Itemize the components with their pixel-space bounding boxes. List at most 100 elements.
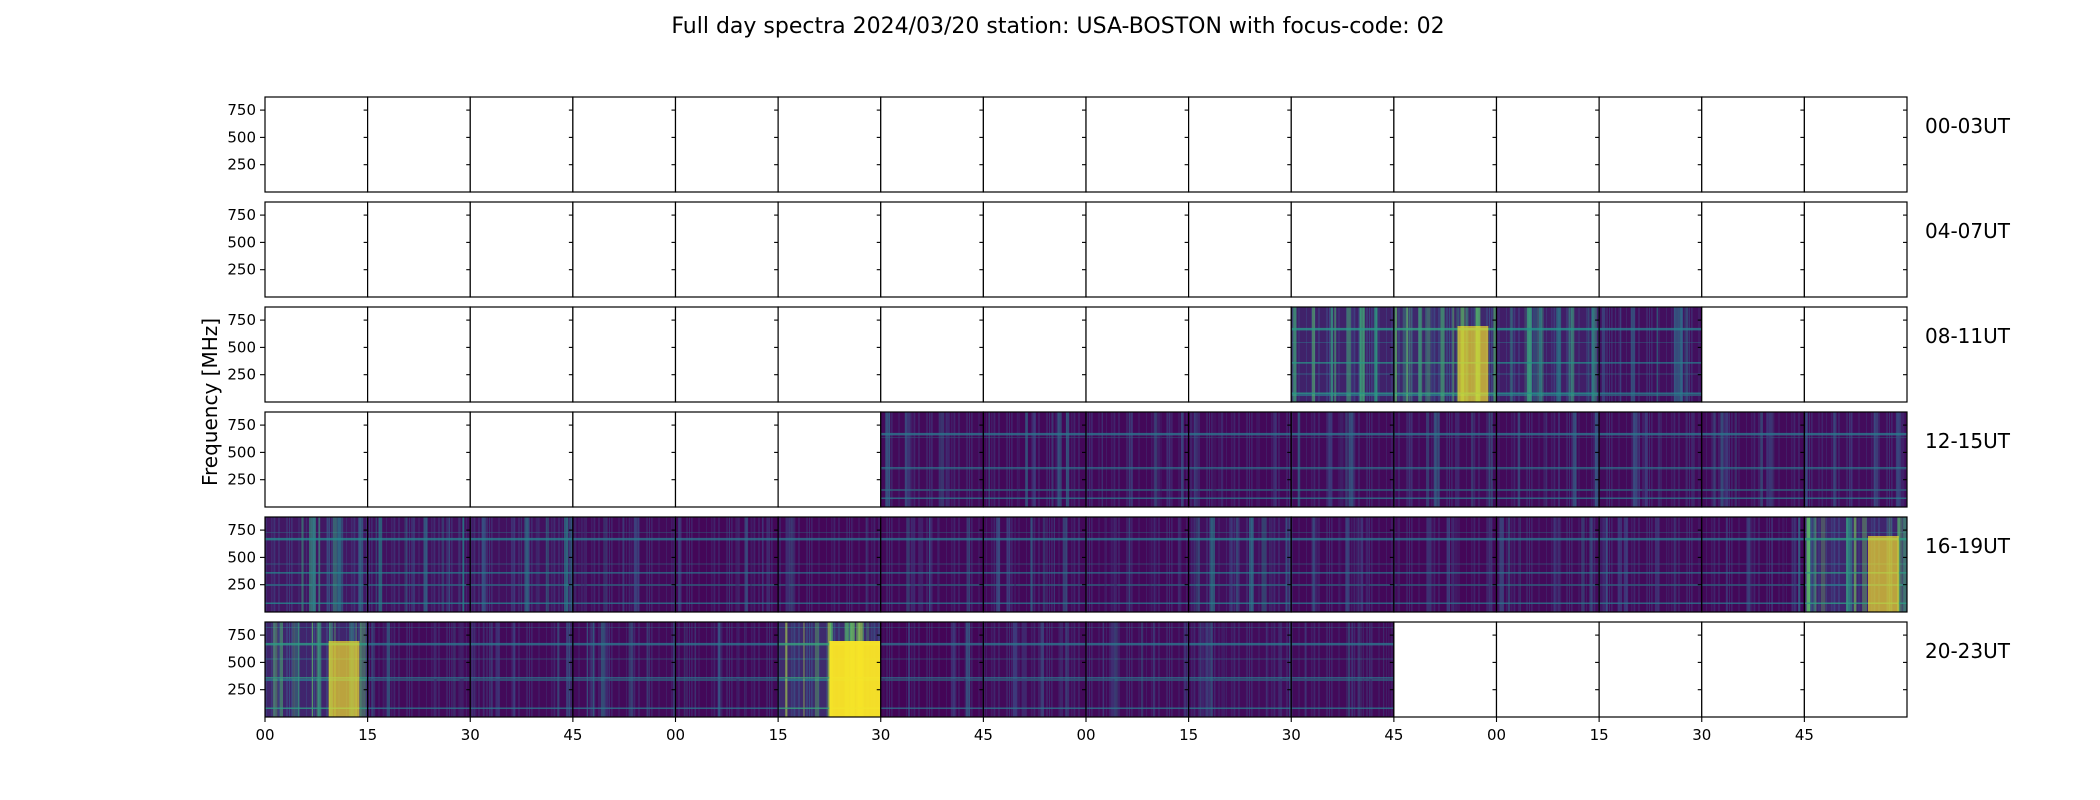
spectrum-streak	[1846, 517, 1848, 612]
spectrum-streak	[1394, 307, 1398, 402]
spectrum-panel	[367, 516, 471, 613]
spectrum-streak	[1183, 622, 1187, 717]
spectrum-panel	[674, 621, 780, 718]
spectrum-streak	[1654, 517, 1660, 612]
spectrum-streak	[1261, 517, 1267, 612]
spectrum-streak	[1006, 517, 1011, 612]
frequency-band	[1496, 432, 1600, 436]
frequency-band	[470, 677, 573, 679]
spectrum-panel	[1085, 411, 1191, 508]
spectrum-streak	[1195, 517, 1200, 612]
spectrum-streak	[929, 412, 933, 507]
y-tick-label: 250	[227, 366, 256, 384]
spectrum-hotspot	[1868, 536, 1899, 612]
spectrum-streak	[1198, 412, 1200, 507]
spectrum-streak	[941, 412, 945, 507]
spectrum-streak	[1806, 517, 1810, 612]
spectrum-streak	[1440, 307, 1445, 402]
spectrum-streak	[1109, 517, 1114, 612]
spectrum-streak	[785, 622, 788, 717]
spectrum-streak	[423, 517, 428, 612]
frequency-band	[1291, 467, 1394, 469]
spectrum-streak	[592, 622, 595, 717]
spectrum-streak	[1581, 517, 1585, 612]
frequency-band	[1291, 327, 1394, 331]
spectrum-texture	[265, 517, 368, 612]
spectrum-panel	[264, 621, 369, 718]
spectrum-streak	[1055, 412, 1060, 507]
spectrum-streak	[728, 517, 730, 612]
spectrum-streak	[718, 622, 721, 717]
spectrum-streak	[1632, 412, 1638, 507]
spectrum-panel	[1803, 516, 1908, 613]
spectrum-streak	[1406, 307, 1408, 402]
frequency-band	[1188, 572, 1292, 574]
spectrum-panel	[1495, 201, 1600, 298]
spectrum-streak	[735, 517, 740, 612]
spectrum-streak	[312, 517, 316, 612]
spectrum-texture	[1291, 307, 1394, 402]
spectrum-streak	[1541, 307, 1544, 402]
row-time-label: 04-07UT	[1925, 219, 2011, 243]
frequency-band	[1701, 537, 1805, 541]
spectrum-streak	[1407, 307, 1413, 402]
spectrum-texture	[983, 622, 1086, 717]
y-tick-label: 500	[227, 233, 256, 251]
frequency-band	[1701, 572, 1805, 574]
spectrum-streak	[371, 622, 376, 717]
spectrum-panel	[674, 201, 779, 298]
y-tick-label: 250	[227, 681, 256, 699]
spectrum-streak	[1052, 412, 1054, 507]
spectrum-streak	[1524, 307, 1526, 402]
spectrum-streak	[1104, 517, 1106, 612]
spectrum-streak	[1338, 517, 1342, 612]
spectrum-panel	[1701, 621, 1805, 718]
x-tick-label: 30	[461, 726, 480, 744]
spectrum-streak	[327, 517, 330, 612]
spectrum-streak	[447, 517, 451, 612]
spectrum-streak	[557, 622, 559, 717]
spectrum-panel	[777, 411, 882, 508]
x-tick-label: 15	[1590, 726, 1609, 744]
spectrum-streak	[589, 622, 593, 717]
spectrum-streak	[910, 517, 915, 612]
frequency-band	[1188, 537, 1292, 541]
frequency-band	[572, 572, 676, 574]
spectrum-panel	[1598, 201, 1703, 298]
spectrum-panel	[777, 201, 882, 298]
frequency-band	[470, 642, 573, 646]
spectrum-streak	[382, 622, 384, 717]
spectrum-streak	[1114, 517, 1118, 612]
spectrum-streak	[482, 622, 485, 717]
spectra-row-12-15UT: 250 500 750 12-15UT	[227, 411, 2011, 508]
spectrum-streak	[1678, 307, 1683, 402]
frequency-band	[880, 537, 984, 541]
frequency-band	[572, 602, 676, 604]
x-tick-label: 30	[1282, 726, 1301, 744]
y-tick-label: 750	[227, 521, 256, 539]
frequency-band	[983, 572, 1086, 574]
spectrum-streak	[1311, 307, 1315, 402]
spectrum-panel	[1290, 411, 1395, 508]
spectrum-panel	[674, 306, 779, 403]
spectrum-streak	[453, 622, 456, 717]
spectrum-streak	[1435, 412, 1440, 507]
frequency-band	[1086, 677, 1189, 679]
spectrum-streak	[968, 517, 971, 612]
spectrum-streak	[1251, 517, 1253, 612]
spectrum-streak	[1187, 622, 1188, 717]
spectrum-streak	[628, 517, 631, 612]
spectrum-streak	[928, 517, 931, 612]
spectrum-streak	[1606, 517, 1608, 612]
spectrum-texture	[1701, 517, 1805, 612]
spectrum-panel	[777, 621, 884, 718]
spectrum-streak	[1766, 412, 1772, 507]
panel-frame	[1803, 201, 1908, 298]
frequency-band	[1599, 602, 1702, 604]
spectrum-streak	[1656, 307, 1658, 402]
frequency-band	[1393, 572, 1497, 574]
spectrum-streak	[1089, 412, 1093, 507]
spectrum-streak	[1077, 517, 1081, 612]
spectrum-panel	[1085, 306, 1190, 403]
spectrum-streak	[750, 517, 752, 612]
